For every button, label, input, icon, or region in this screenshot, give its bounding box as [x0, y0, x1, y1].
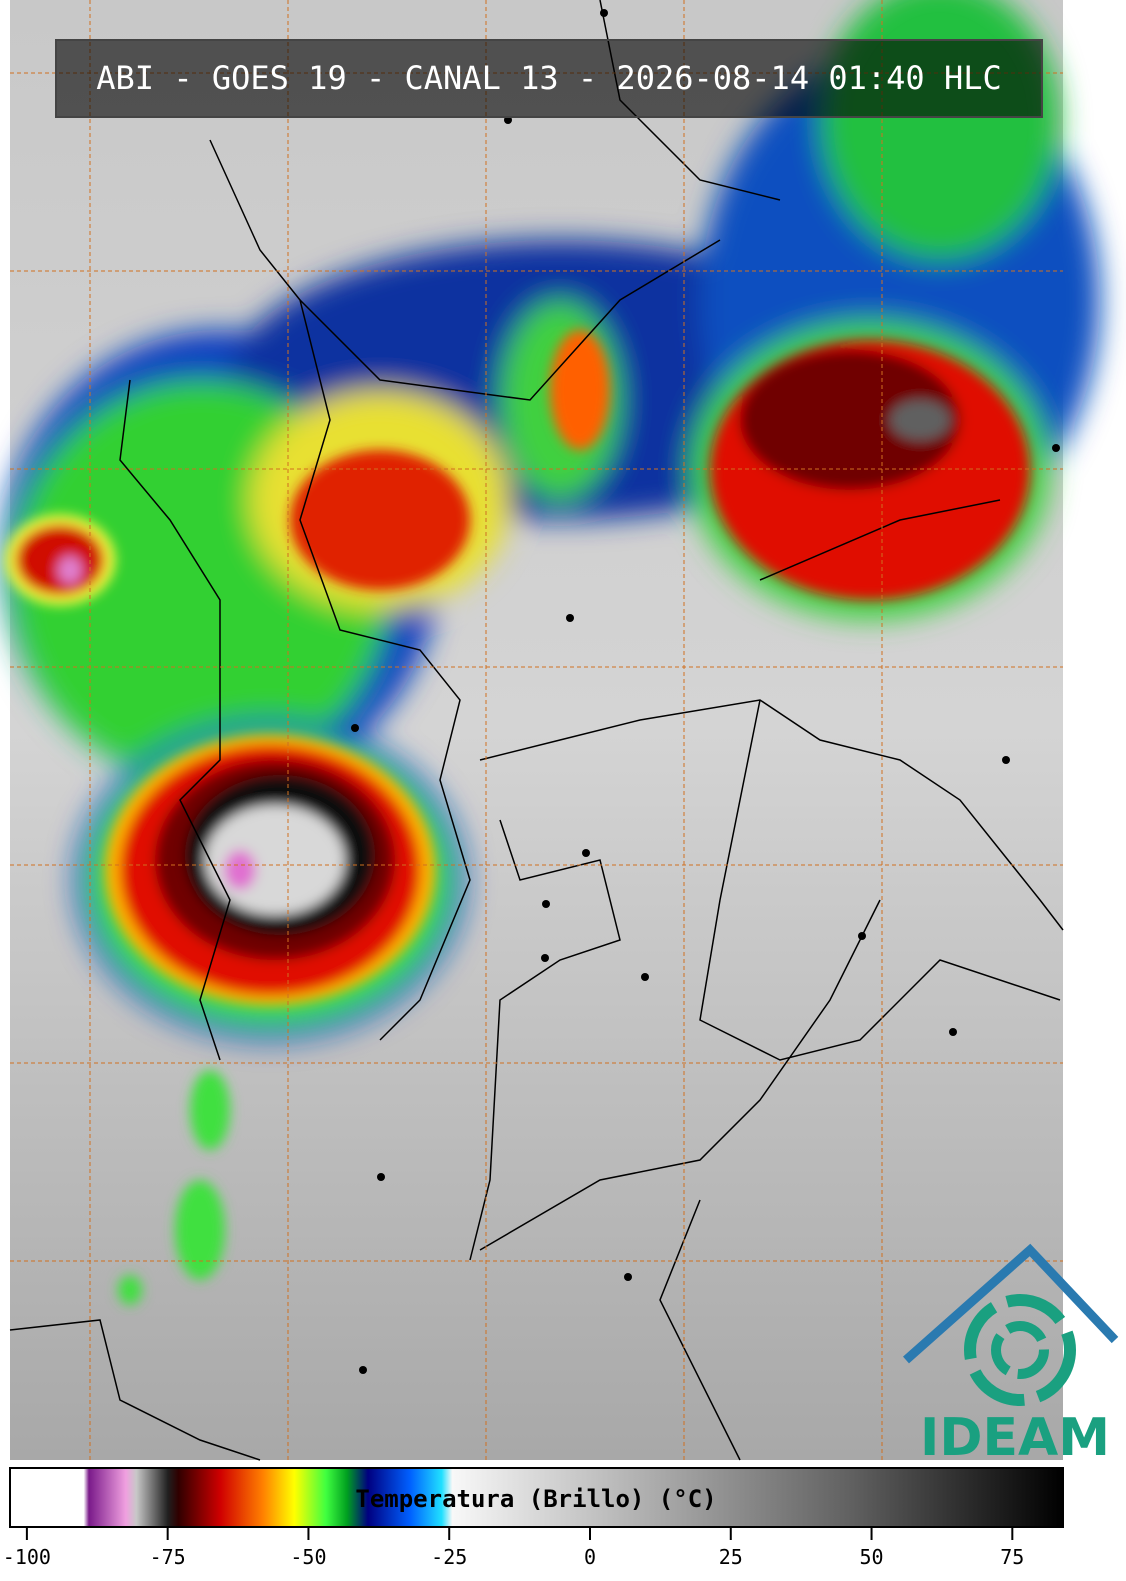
tick-label: -25 — [431, 1545, 467, 1569]
colorbar-ticks: -100 -75 -50 -25 0 25 50 75 — [3, 1527, 1024, 1569]
colorbar — [9, 1467, 1064, 1528]
tick-label: 75 — [1000, 1545, 1024, 1569]
title-box — [55, 39, 1043, 118]
logo: IDEAM — [903, 1243, 1119, 1468]
tick-label: 25 — [719, 1545, 743, 1569]
borders — [9, 0, 1064, 1461]
title: ABI - GOES 19 - CANAL 13 - 2026-08-14 01… — [96, 59, 1001, 97]
cloud-tops — [0, 0, 1100, 1305]
tick-label: -100 — [3, 1545, 51, 1569]
tick-label: -50 — [290, 1545, 326, 1569]
logo-text: IDEAM — [920, 1408, 1110, 1468]
tick-label: 50 — [859, 1545, 883, 1569]
tick-label: 0 — [584, 1545, 596, 1569]
colorbar-label: Temperatura (Brillo) (°C) — [355, 1485, 716, 1513]
tick-label: -75 — [150, 1545, 186, 1569]
